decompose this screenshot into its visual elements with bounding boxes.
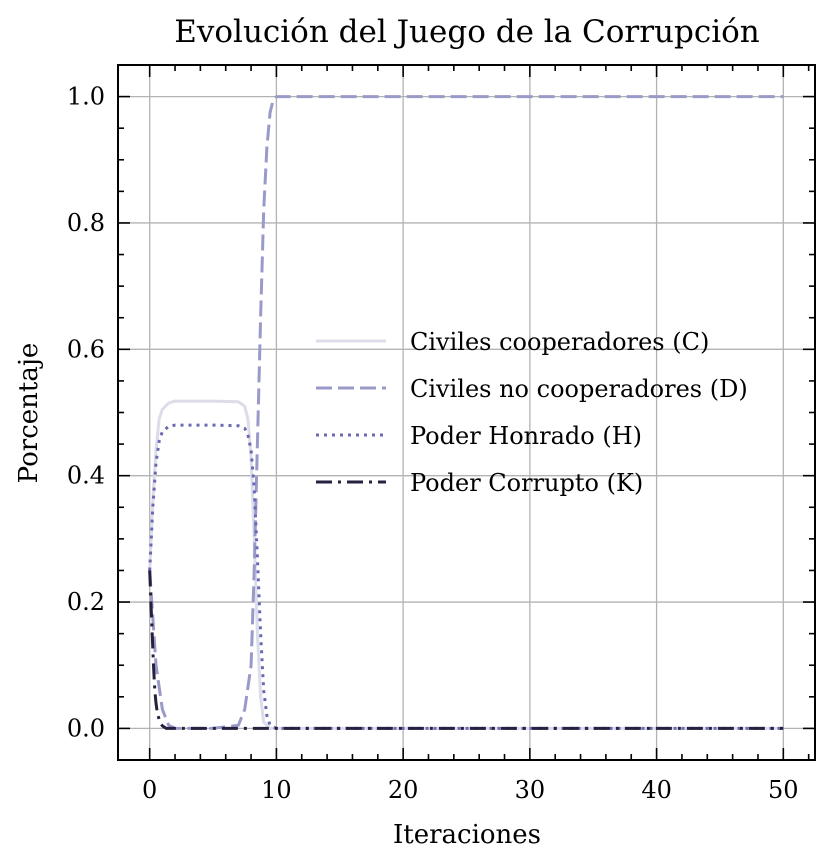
legend: Civiles cooperadores (C) Civiles no coope… [316, 328, 748, 497]
y-tick-label: 0.0 [67, 714, 105, 742]
series-line-3 [148, 423, 784, 730]
x-tick-label: 0 [142, 776, 157, 804]
x-tick-label: 40 [641, 776, 672, 804]
legend-label: Poder Honrado (H) [410, 422, 642, 450]
grid-lines [118, 65, 815, 760]
y-axis-label: Porcentaje [14, 343, 44, 484]
y-tick-label: 0.8 [67, 209, 105, 237]
legend-label: Civiles no cooperadores (D) [410, 375, 748, 403]
series-line-4 [148, 570, 784, 730]
y-tick-labels: 0.0 0.2 0.4 0.6 0.8 1.0 [67, 83, 105, 743]
chart-title: Evolución del Juego de la Corrupción [174, 14, 760, 50]
x-tick-label: 30 [515, 776, 546, 804]
series-line-1 [148, 399, 784, 730]
y-tick-label: 0.6 [67, 335, 105, 363]
y-tick-label: 0.4 [67, 462, 105, 490]
x-axis-label: Iteraciones [393, 820, 541, 850]
plot-frame [117, 64, 816, 761]
plot-lines [148, 95, 784, 730]
legend-label: Civiles cooperadores (C) [410, 328, 709, 356]
legend-label: Poder Corrupto (K) [410, 469, 643, 497]
x-tick-label: 50 [768, 776, 799, 804]
axis-ticks [118, 64, 815, 761]
y-tick-label: 0.2 [67, 588, 105, 616]
x-tick-labels: 0 10 20 30 40 50 [142, 776, 799, 804]
y-tick-label: 1.0 [67, 83, 105, 111]
series-line-2 [148, 95, 784, 730]
x-tick-label: 20 [388, 776, 419, 804]
x-tick-label: 10 [261, 776, 292, 804]
